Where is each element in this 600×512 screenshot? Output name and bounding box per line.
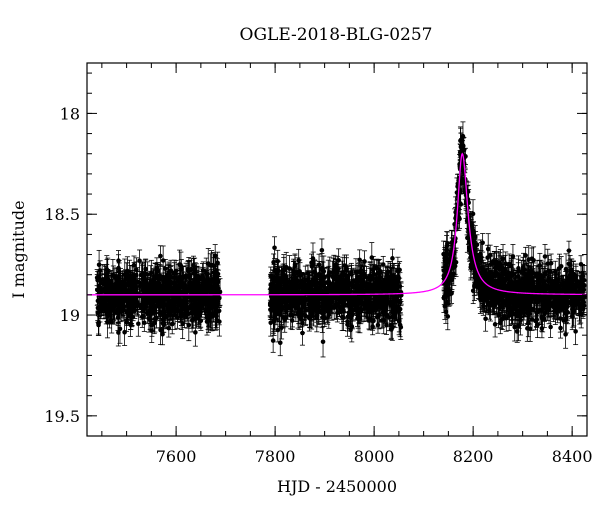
data-point	[160, 331, 165, 337]
data-point	[131, 262, 137, 268]
data-point	[97, 300, 103, 305]
data-point	[116, 330, 121, 335]
data-point	[120, 282, 126, 288]
data-point	[180, 281, 185, 286]
data-point	[142, 320, 147, 326]
data-point	[96, 262, 102, 268]
data-point	[174, 299, 179, 304]
data-point	[104, 274, 110, 280]
data-point	[156, 300, 162, 306]
data-point	[206, 294, 212, 300]
data-point	[148, 278, 154, 284]
data-point	[357, 257, 362, 263]
data-point	[142, 283, 148, 288]
data-point	[122, 329, 127, 335]
data-point	[105, 309, 111, 315]
data-point	[212, 253, 218, 258]
data-point	[133, 287, 139, 292]
data-point	[180, 321, 185, 327]
data-point	[135, 302, 141, 307]
data-point	[152, 316, 158, 322]
data-point	[112, 289, 118, 294]
data-point	[101, 298, 107, 304]
data-point	[125, 289, 131, 295]
data-point	[177, 274, 183, 280]
data-point	[101, 288, 106, 294]
data-point	[390, 256, 395, 261]
data-point	[215, 271, 220, 277]
data-point	[139, 272, 144, 278]
data-point	[205, 271, 210, 277]
data-point	[158, 253, 163, 259]
data-point	[212, 304, 217, 310]
data-point	[160, 258, 166, 263]
data-point	[96, 322, 101, 328]
data-point	[157, 288, 163, 293]
data-point	[272, 245, 277, 251]
data-point	[118, 297, 123, 303]
data-point	[204, 298, 210, 304]
data-point	[131, 278, 137, 283]
data-point	[154, 296, 159, 302]
data-points	[94, 121, 587, 358]
data-point	[117, 326, 123, 332]
data-point	[144, 290, 150, 295]
data-point	[161, 311, 167, 316]
data-point	[168, 309, 173, 315]
data-point	[178, 308, 184, 313]
data-point	[166, 325, 172, 331]
data-point	[121, 304, 127, 309]
data-point	[208, 262, 213, 268]
data-point	[193, 330, 198, 335]
data-point	[186, 311, 192, 316]
data-point	[130, 290, 135, 296]
data-point	[168, 288, 174, 293]
data-point	[110, 302, 116, 308]
data-point	[179, 299, 185, 305]
data-point	[116, 265, 121, 271]
data-point	[183, 304, 189, 310]
data-point	[160, 279, 166, 285]
data-point	[98, 280, 104, 286]
data-point	[320, 339, 326, 345]
data-point	[176, 296, 182, 301]
plot-area	[87, 121, 587, 358]
data-point	[195, 288, 200, 293]
data-point	[165, 284, 170, 289]
data-point	[270, 338, 276, 343]
data-point	[139, 302, 144, 307]
data-point	[215, 308, 220, 313]
data-point	[183, 284, 188, 290]
data-point	[187, 272, 193, 278]
data-point	[196, 303, 202, 308]
data-point	[190, 285, 196, 290]
data-point	[152, 274, 158, 280]
data-point	[125, 302, 130, 308]
data-point	[105, 297, 111, 302]
data-point	[149, 270, 154, 276]
data-point	[136, 321, 141, 327]
data-point	[279, 325, 284, 330]
data-point	[165, 273, 171, 279]
data-point	[172, 312, 178, 318]
data-point	[133, 272, 139, 278]
chart-title: OGLE-2018-BLG-0257	[240, 25, 433, 45]
data-point	[128, 321, 133, 327]
data-point	[204, 319, 210, 324]
data-point	[211, 287, 217, 293]
data-point	[217, 289, 223, 295]
